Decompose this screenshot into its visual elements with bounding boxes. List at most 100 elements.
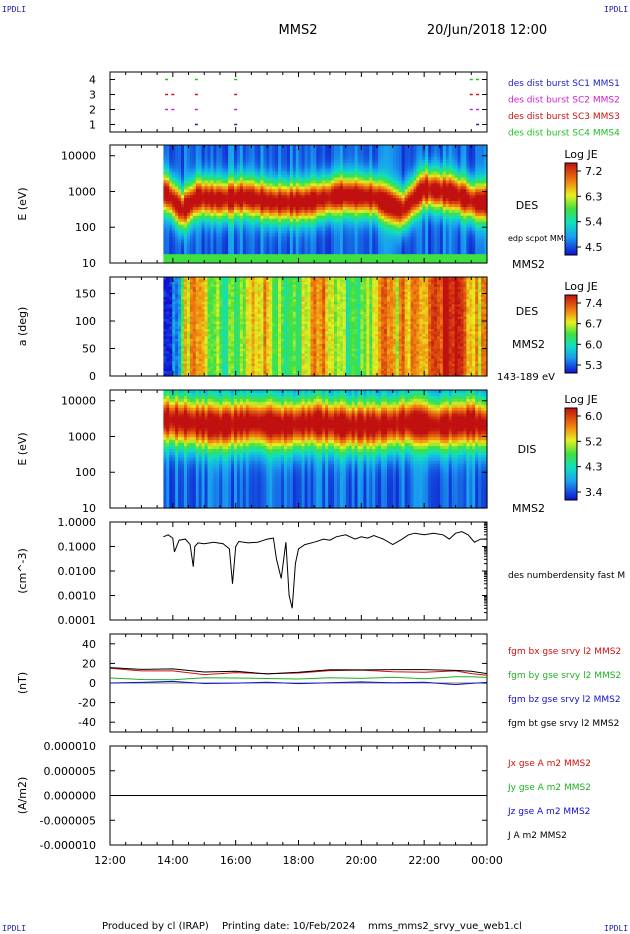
des-energy-cell — [222, 209, 226, 214]
des-energy-cell — [298, 180, 303, 184]
des-energy-cell — [201, 195, 206, 199]
des-energy-cell — [178, 248, 182, 252]
des-energy-cell — [172, 209, 176, 214]
des-energy-cell — [328, 236, 332, 240]
des-energy-cell — [348, 192, 353, 196]
des-energy-cell — [289, 186, 294, 190]
des-energy-cell — [189, 183, 194, 187]
des-energy-cell — [301, 206, 306, 211]
des-energy-cell — [231, 165, 235, 170]
des-energy-cell — [248, 171, 253, 176]
des-energy-cell — [292, 236, 297, 240]
des-energy-cell — [272, 251, 276, 255]
des-energy-cell — [275, 150, 279, 155]
des-energy-cell — [351, 183, 356, 187]
des-energy-cell — [172, 159, 176, 164]
des-energy-cell — [354, 168, 359, 173]
des-energy-cell — [292, 171, 297, 176]
des-energy-cell — [186, 242, 191, 246]
des-energy-cell — [207, 227, 212, 232]
des-energy-cell — [328, 180, 332, 184]
des-energy-cell — [204, 189, 209, 193]
des-energy-cell — [360, 209, 365, 214]
des-energy-cell — [278, 192, 282, 196]
des-energy-cell — [307, 239, 312, 243]
des-energy-cell — [292, 215, 297, 220]
des-energy-cell — [195, 177, 200, 181]
des-energy-cell — [322, 168, 326, 173]
des-energy-cell — [163, 251, 167, 255]
des-energy-cell — [334, 183, 338, 187]
des-energy-cell — [181, 209, 185, 214]
des-energy-cell — [286, 254, 291, 258]
des-energy-cell — [310, 254, 315, 258]
des-energy-cell — [328, 209, 332, 214]
des-energy-cell — [351, 150, 356, 155]
des-energy-cell — [254, 230, 259, 235]
des-energy-cell — [198, 198, 203, 202]
des-energy-cell — [225, 162, 229, 167]
des-energy-cell — [301, 242, 306, 246]
des-energy-cell — [363, 218, 367, 223]
des-energy-cell — [336, 180, 341, 184]
des-energy-cell — [201, 215, 206, 220]
des-energy-cell — [289, 248, 294, 252]
des-energy-cell — [186, 162, 191, 167]
des-energy-cell — [172, 242, 176, 246]
des-energy-cell — [225, 153, 229, 158]
des-energy-cell — [248, 257, 253, 261]
des-energy-cell — [266, 162, 270, 167]
des-energy-cell — [228, 150, 232, 155]
des-energy-cell — [186, 198, 191, 202]
des-energy-cell — [307, 186, 312, 190]
des-energy-cell — [172, 218, 176, 223]
des-energy-cell — [286, 174, 291, 179]
des-energy-cell — [204, 254, 209, 258]
des-energy-cell — [234, 186, 238, 190]
des-energy-cell — [328, 198, 332, 202]
des-energy-cell — [251, 195, 256, 199]
des-energy-cell — [236, 177, 241, 181]
des-energy-cell — [207, 260, 212, 264]
des-energy-cell — [289, 224, 294, 229]
des-energy-cell — [204, 177, 209, 181]
des-energy-cell — [263, 147, 267, 152]
des-energy-cell — [228, 248, 232, 252]
des-energy-cell — [316, 201, 320, 205]
des-energy-cell — [319, 156, 323, 161]
des-energy-cell — [169, 254, 173, 258]
des-energy-cell — [216, 159, 220, 164]
des-energy-cell — [219, 212, 223, 217]
des-energy-cell — [178, 251, 182, 255]
des-energy-cell — [219, 174, 223, 179]
des-energy-cell — [219, 245, 223, 249]
des-energy-cell — [198, 147, 203, 152]
des-energy-cell — [360, 159, 365, 164]
des-energy-cell — [204, 165, 209, 170]
des-energy-cell — [363, 215, 367, 220]
des-energy-cell — [336, 242, 341, 246]
des-energy-cell — [251, 260, 256, 264]
des-energy-cell — [163, 177, 167, 181]
des-energy-cell — [301, 195, 306, 199]
des-energy-cell — [231, 162, 235, 167]
des-energy-cell — [345, 251, 350, 255]
des-energy-cell — [257, 212, 262, 217]
des-energy-cell — [186, 168, 191, 173]
des-energy-cell — [242, 192, 247, 196]
des-energy-cell — [175, 206, 179, 211]
des-energy-cell — [339, 168, 344, 173]
des-energy-cell — [360, 162, 365, 167]
des-energy-cell — [298, 159, 303, 164]
des-energy-cell — [284, 215, 288, 220]
des-energy-cell — [319, 168, 323, 173]
des-energy-cell — [192, 221, 197, 226]
des-energy-cell — [222, 177, 226, 181]
des-energy-cell — [236, 180, 241, 184]
des-energy-cell — [266, 145, 270, 149]
des-energy-cell — [295, 245, 300, 249]
des-energy-cell — [289, 150, 294, 155]
des-energy-cell — [298, 239, 303, 243]
des-energy-cell — [269, 177, 273, 181]
